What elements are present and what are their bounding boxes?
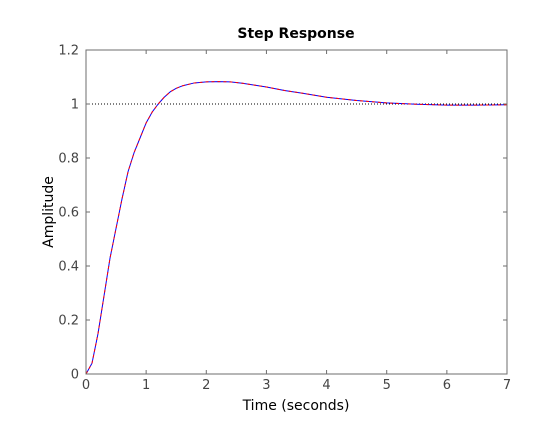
y-tick-label: 0.8	[58, 152, 79, 167]
x-tick-label: 3	[262, 378, 270, 393]
y-tick-label: 1.2	[58, 44, 79, 59]
x-tick-label: 6	[443, 378, 451, 393]
y-tick-label: 0.4	[58, 260, 79, 275]
y-tick-label: 0	[71, 368, 79, 383]
x-tick-label: 2	[202, 378, 210, 393]
series-line-2	[85, 81, 508, 375]
axes-frame	[85, 49, 508, 375]
series-layer	[85, 81, 508, 375]
x-tick-label: 5	[383, 378, 391, 393]
y-tick-label: 1	[71, 98, 79, 113]
y-tick-label: 0.6	[58, 206, 79, 221]
y-axis-label: Amplitude	[41, 176, 57, 248]
x-tick-label: 0	[82, 378, 90, 393]
x-tick-label: 4	[322, 378, 330, 393]
x-tick-label: 7	[503, 378, 511, 393]
y-tick-label: 0.2	[58, 314, 79, 329]
x-tick-label: 1	[142, 378, 150, 393]
chart-title: Step Response	[237, 26, 354, 42]
x-axis-label: Time (seconds)	[242, 398, 350, 414]
plot-area	[86, 50, 507, 374]
